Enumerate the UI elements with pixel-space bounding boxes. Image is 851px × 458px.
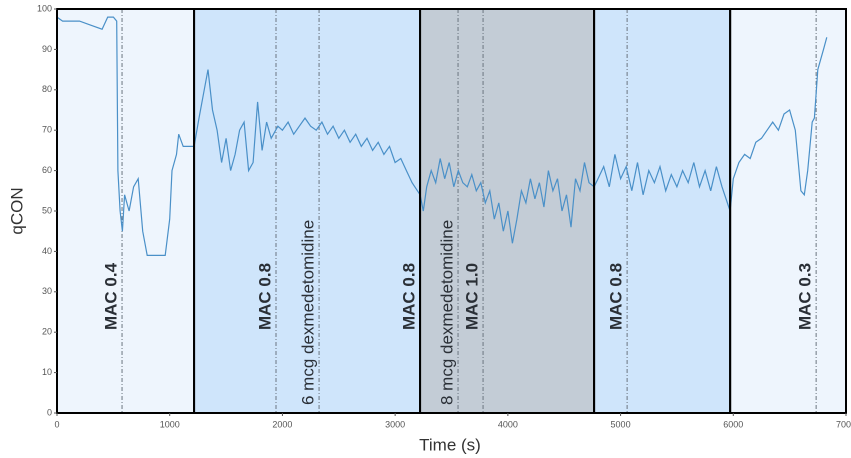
y-tick-label: 90 [42,44,52,54]
annotation: MAC 1.0 [463,263,482,330]
annotation: MAC 0.4 [102,262,121,330]
x-axis-title: Time (s) [419,435,481,454]
x-tick-label: 0 [54,419,59,429]
x-tick-label: 1000 [160,419,180,429]
x-tick-label: 4000 [498,419,518,429]
y-tick-label: 80 [42,84,52,94]
x-tick-label: 2000 [272,419,292,429]
annotations: MAC 0.4 MAC 0.8 6 mcg dexmedetomidine MAC 0… [102,9,817,413]
regions [57,9,846,413]
y-tick-label: 40 [42,246,52,256]
annotation: MAC 0.3 [796,263,815,330]
region [730,9,846,413]
annotation: MAC 0.8 [400,263,419,330]
region [57,9,195,413]
line [56,16,828,256]
y-tick-label: 30 [42,286,52,296]
y-tick-label: 60 [42,165,52,175]
y-tick-label: 10 [42,367,52,377]
region [594,9,731,413]
region [420,9,595,413]
y-tick-label: 100 [37,3,52,13]
x-tick-label: 3000 [385,419,405,429]
y-tick-label: 50 [42,205,52,215]
y-axis-title: qCON [7,187,26,234]
x-tick-label: 5000 [611,419,631,429]
annotation: 8 mcg dexmedetomidine [438,220,457,405]
region [194,9,421,413]
x-tick-label: 6000 [723,419,743,429]
y-tick-label: 0 [47,407,52,417]
annotation: 6 mcg dexmedetomidine [299,220,318,405]
y-tick-label: 70 [42,125,52,135]
region-border [729,8,847,414]
annotation: MAC 0.8 [607,263,626,330]
y-tick-label: 20 [42,327,52,337]
annotation: MAC 0.8 [255,263,274,330]
